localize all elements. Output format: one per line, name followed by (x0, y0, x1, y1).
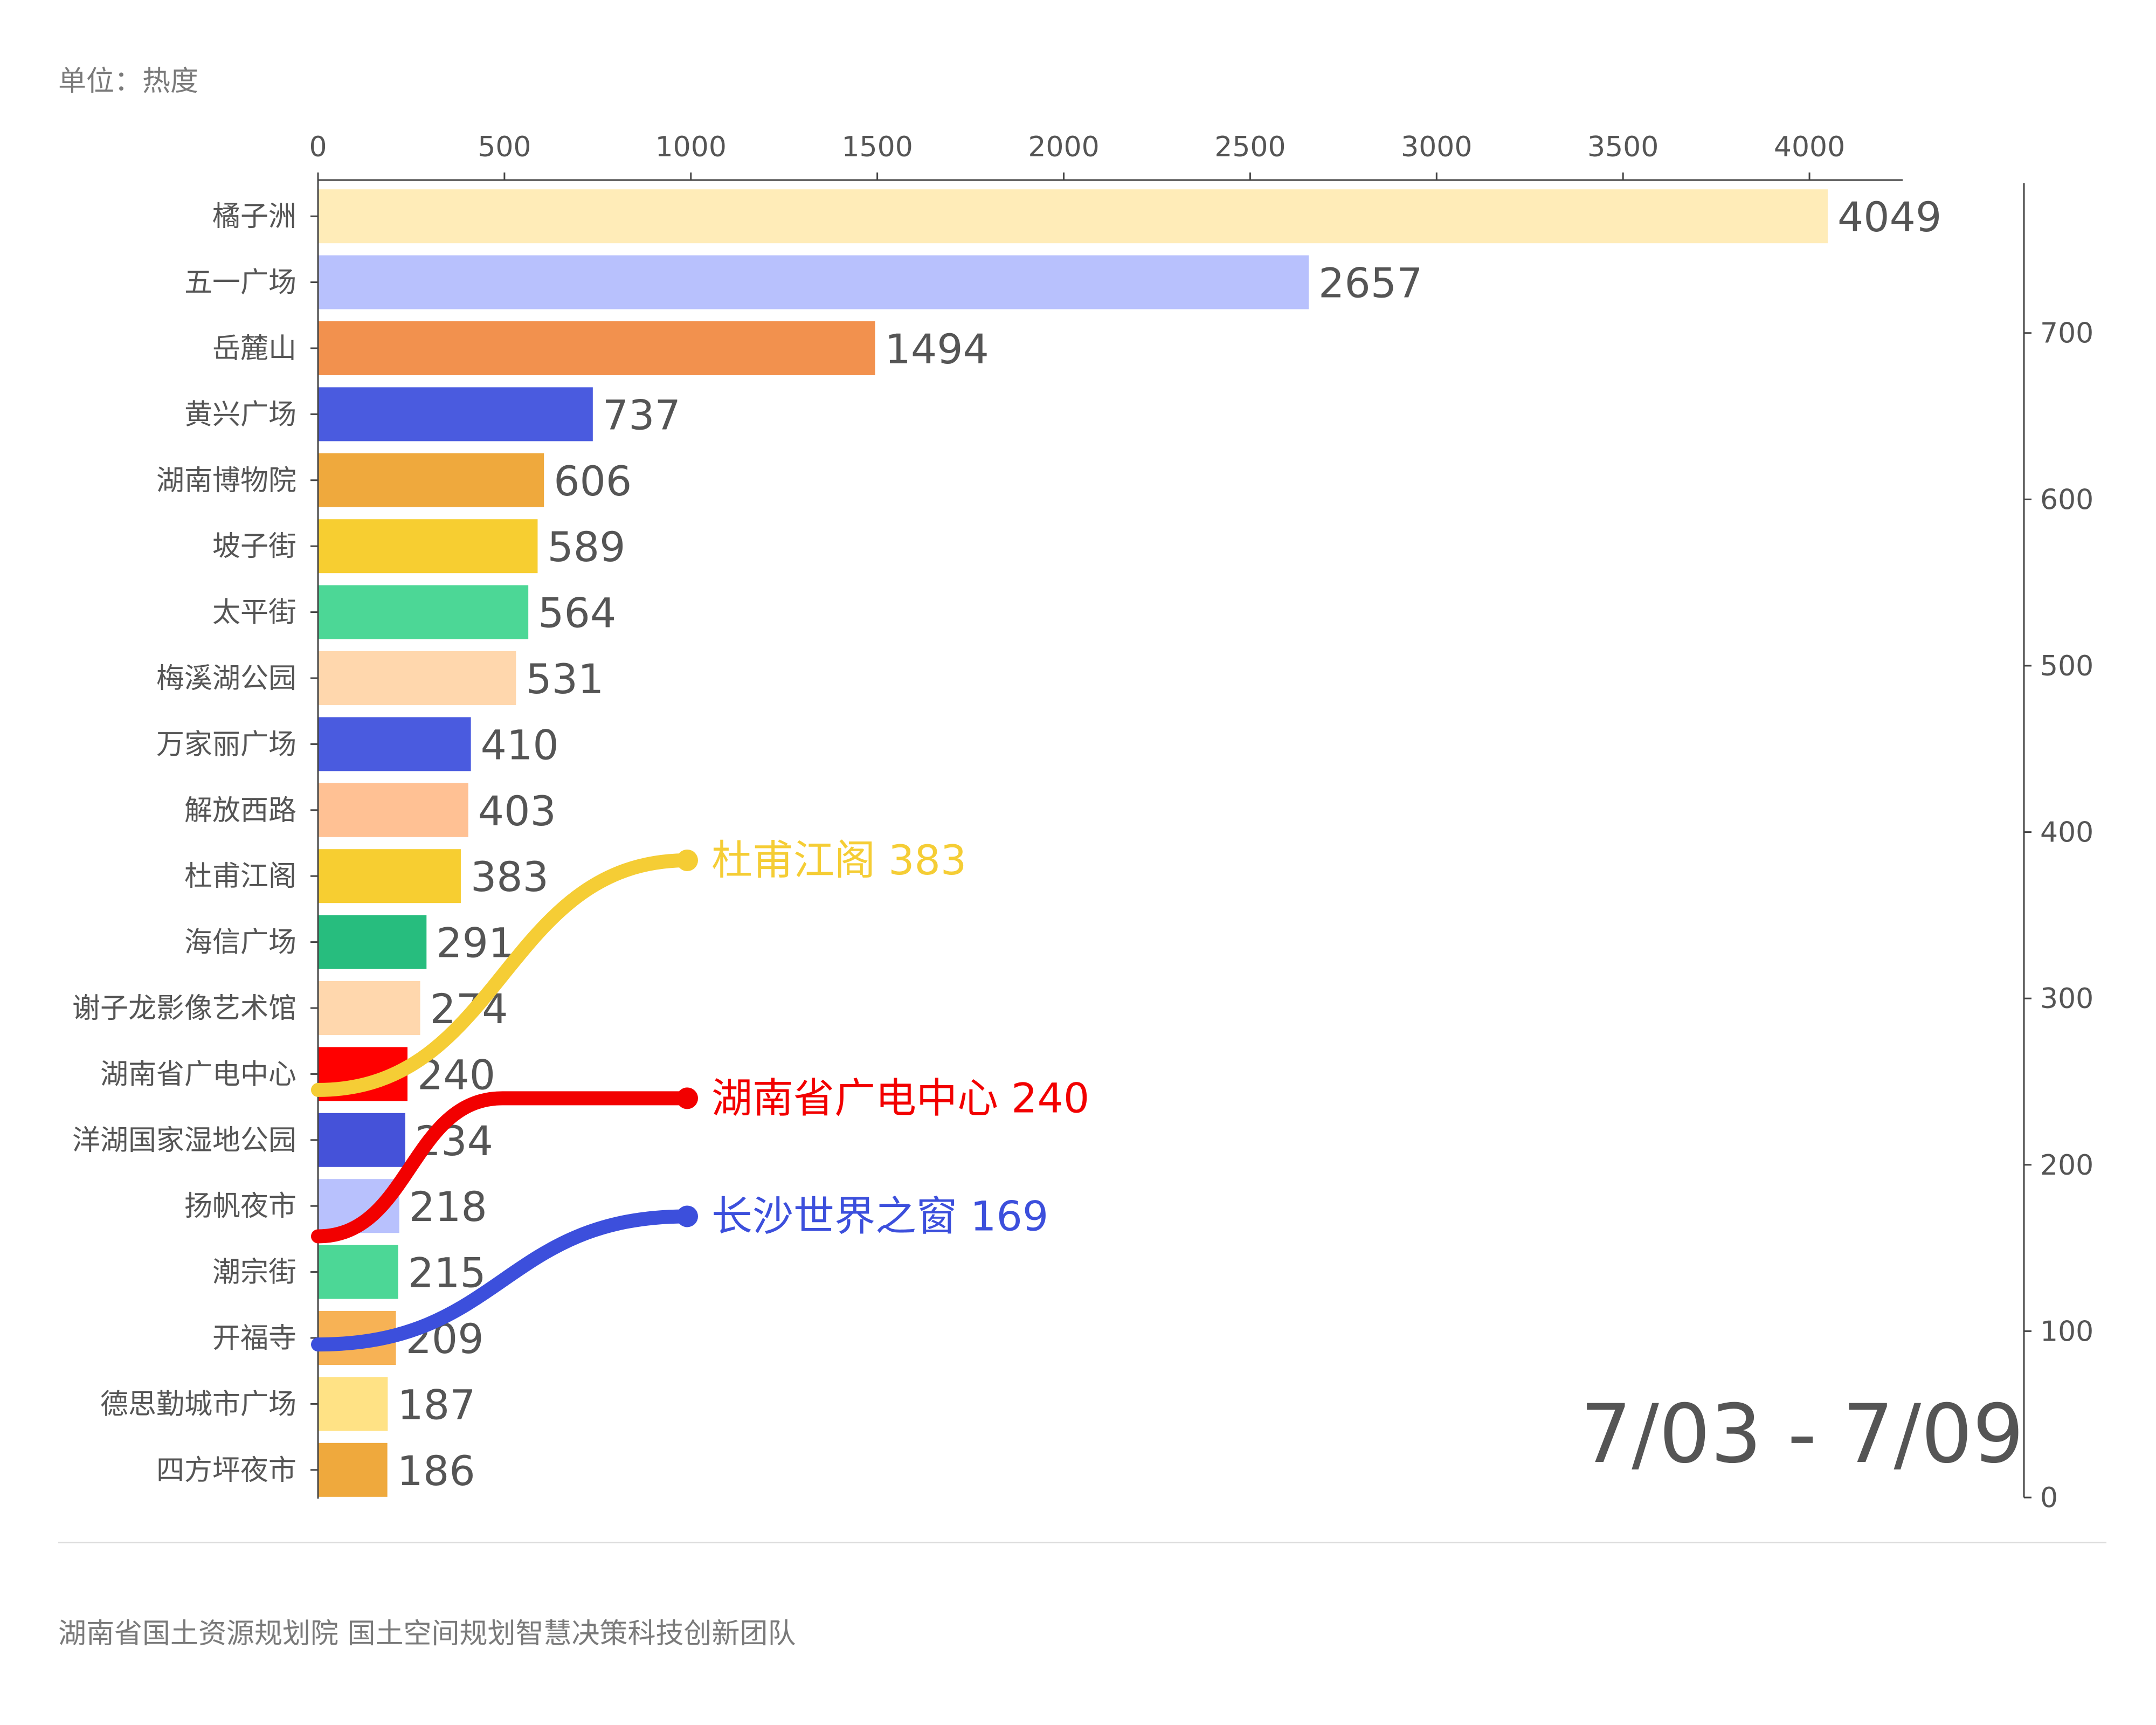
x-tick-label: 1000 (655, 131, 727, 163)
category-label: 四方坪夜市 (156, 1454, 296, 1487)
value-label: 2657 (1318, 259, 1422, 307)
value-label: 215 (408, 1249, 486, 1297)
bars-layer: 橘子洲 4049 五一广场 2657 岳麓山 1494 黄兴广场 737 湖南博物院 606 坡子街… (72, 189, 1941, 1497)
category-label: 德思勤城市广场 (100, 1388, 296, 1420)
series-label: 长沙世界之窗 169 (711, 1192, 1048, 1240)
value-label: 4049 (1837, 193, 1941, 241)
value-label: 606 (554, 457, 632, 505)
unit-label: 单位：热度 (58, 65, 199, 98)
right-tick-label: 100 (2040, 1315, 2093, 1348)
series-line (311, 1091, 694, 1244)
value-label: 218 (409, 1183, 487, 1231)
bar (318, 321, 875, 375)
bar (318, 981, 420, 1035)
right-tick-label: 0 (2040, 1482, 2058, 1514)
category-label: 解放西路 (184, 795, 296, 827)
value-label: 410 (481, 721, 559, 769)
value-label: 187 (397, 1381, 475, 1429)
category-label: 橘子洲 (212, 201, 296, 233)
series-line (311, 1209, 694, 1352)
right-tick-label: 500 (2040, 650, 2093, 682)
series-end-marker (676, 850, 698, 872)
value-label: 186 (397, 1447, 475, 1495)
x-tick-label: 4000 (1774, 131, 1845, 163)
category-label: 扬帆夜市 (184, 1190, 296, 1223)
bar (318, 453, 544, 507)
category-label: 岳麓山 (212, 333, 296, 365)
bar (318, 1377, 388, 1431)
series-end-marker (676, 1087, 698, 1109)
bar (318, 717, 471, 771)
bar (318, 651, 516, 705)
bar (318, 585, 529, 639)
category-label: 黄兴广场 (184, 398, 296, 431)
series-end-marker (676, 1205, 698, 1227)
series-line (311, 853, 694, 1097)
x-tick-label: 3500 (1587, 131, 1659, 163)
value-label: 403 (478, 787, 556, 835)
category-label: 五一广场 (184, 267, 296, 299)
category-label: 开福寺 (212, 1322, 296, 1355)
category-label: 杜甫江阁 (184, 860, 296, 893)
bar (318, 915, 427, 969)
value-label: 737 (603, 391, 681, 439)
value-label: 1494 (884, 325, 989, 373)
right-tick-label: 400 (2040, 817, 2093, 849)
x-tick-label: 2500 (1214, 131, 1286, 163)
value-label: 589 (547, 523, 625, 571)
right-tick-label: 200 (2040, 1149, 2093, 1182)
axes-layer: 0 500 1000 1500 2000 2500 3000 3500 4000 0 100 200 3… (309, 131, 2093, 1514)
value-label: 564 (538, 589, 616, 637)
bar (318, 849, 461, 903)
bar (318, 189, 1828, 244)
value-label: 383 (471, 853, 549, 901)
bar (318, 783, 468, 837)
category-label: 坡子街 (212, 530, 296, 563)
bar (318, 387, 593, 441)
x-tick-label: 500 (478, 131, 531, 163)
category-label: 谢子龙影像艺术馆 (72, 992, 296, 1025)
category-label: 太平街 (212, 597, 296, 629)
right-tick-label: 700 (2040, 318, 2093, 350)
right-tick-label: 300 (2040, 983, 2093, 1015)
bar (318, 255, 1309, 309)
value-label: 531 (526, 655, 604, 703)
category-label: 洋湖国家湿地公园 (72, 1124, 296, 1157)
value-label: 291 (436, 919, 514, 967)
series-label: 杜甫江阁 383 (711, 836, 966, 884)
footer-divider (58, 1542, 2106, 1543)
series-label: 湖南省广电中心 240 (711, 1074, 1089, 1122)
x-tick-label: 1500 (841, 131, 913, 163)
bar (318, 519, 538, 574)
bar (318, 1245, 398, 1299)
bar (318, 1443, 388, 1497)
category-label: 湖南省广电中心 (100, 1058, 296, 1091)
category-label: 海信广场 (184, 927, 296, 959)
category-label: 万家丽广场 (156, 728, 296, 761)
date-range-label: 7/03 - 7/09 (1580, 1388, 2024, 1481)
category-label: 湖南博物院 (156, 465, 296, 497)
right-tick-label: 600 (2040, 484, 2093, 516)
lines-layer: 杜甫江阁 383 湖南省广电中心 240 长沙世界之窗 169 (311, 836, 1089, 1352)
category-label: 潮宗街 (212, 1257, 296, 1289)
x-tick-label: 3000 (1401, 131, 1472, 163)
bar (318, 1113, 405, 1167)
x-tick-label: 0 (309, 131, 327, 163)
x-tick-label: 2000 (1028, 131, 1099, 163)
footer-credit: 湖南省国土资源规划院 国土空间规划智慧决策科技创新团队 (58, 1618, 796, 1650)
category-label: 梅溪湖公园 (156, 663, 296, 695)
